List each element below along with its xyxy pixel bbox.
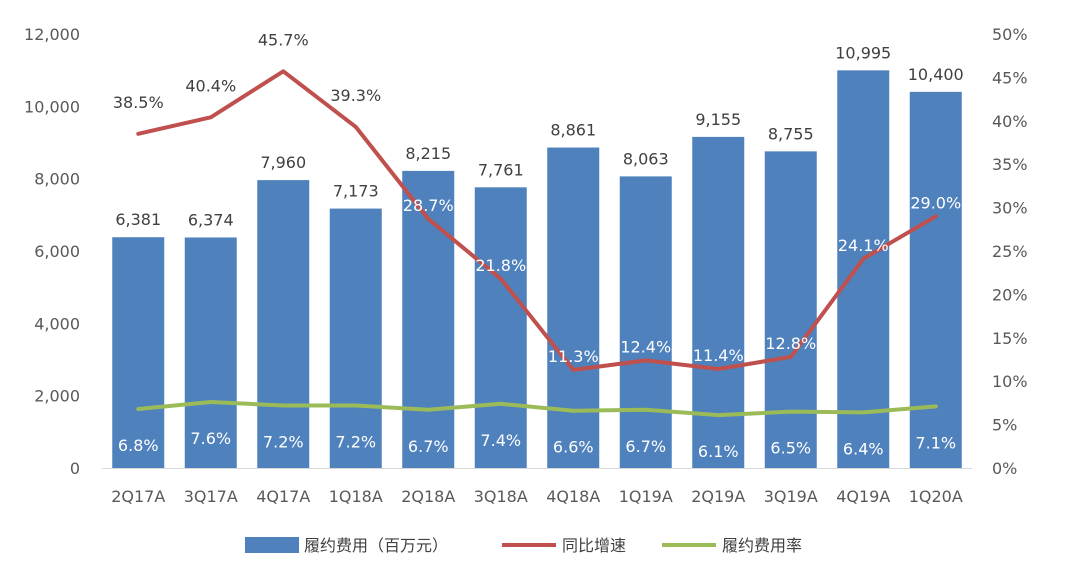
right-axis-tick: 30%	[992, 199, 1028, 218]
growth-value-label: 28.7%	[403, 196, 454, 215]
data-labels: 6,381 6,374 7,960 7,173 8,215 7,761 8,861 8,063…	[113, 30, 964, 461]
rate-value-label: 7.2%	[335, 433, 376, 452]
growth-line	[136, 69, 938, 372]
growth-value-label: 12.8%	[765, 334, 816, 353]
right-axis-tick: 5%	[992, 416, 1017, 435]
bar	[764, 151, 817, 468]
rate-value-label: 6.4%	[843, 439, 884, 458]
bar	[619, 176, 672, 468]
bar	[257, 180, 310, 468]
left-axis-tick: 0	[70, 459, 80, 478]
bar	[909, 91, 962, 468]
legend-label-bar: 履约费用（百万元）	[304, 536, 448, 555]
right-axis-tick: 0%	[992, 459, 1017, 478]
right-axis-tick: 10%	[992, 372, 1028, 391]
growth-value-label: 45.7%	[258, 30, 309, 49]
right-axis-tick: 35%	[992, 155, 1028, 174]
rate-value-label: 7.1%	[915, 433, 956, 452]
right-axis-tick: 15%	[992, 329, 1028, 348]
legend-label-growth: 同比增速	[562, 536, 626, 555]
rate-value-label: 7.6%	[190, 429, 231, 448]
bar-value-label: 7,761	[478, 160, 524, 179]
rate-series-line	[136, 400, 938, 418]
bar-value-label: 6,374	[188, 210, 234, 229]
growth-value-label: 21.8%	[475, 256, 526, 275]
growth-series-line	[136, 69, 938, 372]
rate-value-label: 7.4%	[480, 431, 521, 450]
bar	[692, 136, 745, 468]
left-axis: 0 2,000 4,000 6,000 8,000 10,000 12,000	[24, 25, 972, 478]
category-label: 4Q19A	[836, 487, 890, 506]
growth-value-label: 38.5%	[113, 93, 164, 112]
bar-value-label: 8,861	[550, 121, 596, 140]
rate-value-label: 6.1%	[698, 442, 739, 461]
bar	[474, 187, 527, 469]
left-axis-tick: 4,000	[34, 314, 80, 333]
bar	[837, 70, 890, 468]
left-axis-tick: 10,000	[24, 97, 80, 116]
category-label: 3Q17A	[184, 487, 238, 506]
bar-value-label: 8,063	[623, 149, 669, 168]
category-label: 3Q18A	[474, 487, 528, 506]
growth-value-label: 11.3%	[548, 347, 599, 366]
growth-value-label: 11.4%	[693, 346, 744, 365]
category-label: 2Q19A	[691, 487, 745, 506]
right-axis-tick: 40%	[992, 112, 1028, 131]
bar	[547, 147, 600, 468]
growth-value-label: 39.3%	[330, 86, 381, 105]
bar-value-label: 9,155	[695, 110, 741, 129]
bar	[112, 237, 165, 468]
category-label: 1Q18A	[329, 487, 383, 506]
bar	[329, 208, 382, 468]
rate-value-label: 6.6%	[553, 438, 594, 457]
bar-value-label: 7,173	[333, 182, 379, 201]
growth-value-label: 40.4%	[185, 76, 236, 95]
rate-value-label: 7.2%	[263, 433, 304, 452]
right-axis: 0% 5% 10% 15% 20% 25% 30% 35% 40% 45% 50%	[992, 25, 1028, 478]
category-label: 2Q18A	[401, 487, 455, 506]
legend-swatch-bar	[245, 537, 299, 553]
bar-value-label: 10,400	[908, 65, 964, 84]
bar-value-label: 7,960	[260, 153, 306, 172]
right-axis-tick: 25%	[992, 242, 1028, 261]
category-label: 4Q17A	[256, 487, 310, 506]
right-axis-tick: 20%	[992, 285, 1028, 304]
growth-value-label: 24.1%	[838, 236, 889, 255]
category-axis: 2Q17A 3Q17A 4Q17A 1Q18A 2Q18A 3Q18A 4Q18A 1Q19A…	[111, 487, 963, 506]
rate-value-label: 6.7%	[408, 437, 449, 456]
category-label: 4Q18A	[546, 487, 600, 506]
bar-value-label: 10,995	[835, 43, 891, 62]
category-label: 1Q19A	[619, 487, 673, 506]
rate-value-label: 6.5%	[770, 439, 811, 458]
left-axis-tick: 8,000	[34, 170, 80, 189]
right-axis-tick: 45%	[992, 68, 1028, 87]
bar	[184, 237, 237, 468]
category-label: 2Q17A	[111, 487, 165, 506]
right-axis-tick: 50%	[992, 25, 1028, 44]
bar-value-label: 8,755	[768, 124, 814, 143]
left-axis-tick: 2,000	[34, 387, 80, 406]
left-axis-tick: 12,000	[24, 25, 80, 44]
legend: 履约费用（百万元） 同比增速 履约费用率	[245, 536, 802, 555]
bar	[402, 170, 455, 468]
legend-label-rate: 履约费用率	[722, 536, 802, 555]
rate-line	[136, 400, 938, 418]
growth-value-label: 12.4%	[620, 337, 671, 356]
rate-value-label: 6.7%	[625, 437, 666, 456]
left-axis-tick: 6,000	[34, 242, 80, 261]
category-label: 3Q19A	[764, 487, 818, 506]
bar-value-label: 6,381	[115, 210, 161, 229]
rate-value-label: 6.8%	[118, 436, 159, 455]
category-label: 1Q20A	[909, 487, 963, 506]
growth-value-label: 29.0%	[910, 193, 961, 212]
bar-value-label: 8,215	[405, 144, 451, 163]
